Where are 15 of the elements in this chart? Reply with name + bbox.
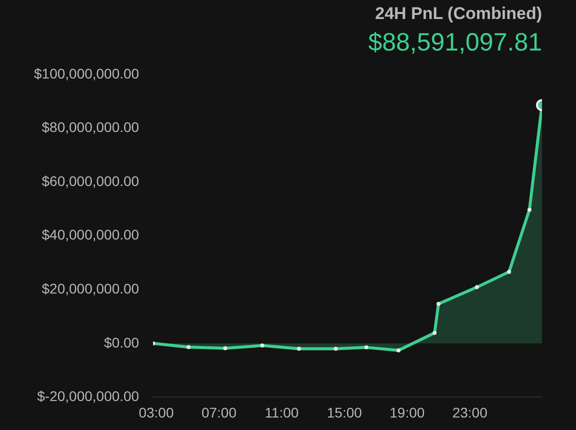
x-tick-label: 03:00 bbox=[138, 404, 174, 420]
y-tick-label: $20,000,000.00 bbox=[42, 280, 140, 296]
y-tick-label: $40,000,000.00 bbox=[42, 226, 140, 243]
x-tick-label: 23:00 bbox=[452, 404, 488, 420]
y-tick-label: $0.00 bbox=[104, 334, 140, 350]
x-tick-label: 19:00 bbox=[390, 404, 425, 420]
chart-title: 24H PnL (Combined) bbox=[375, 4, 542, 23]
x-tick-label: 07:00 bbox=[201, 404, 237, 420]
y-tick-label: $80,000,000.00 bbox=[42, 119, 140, 136]
chart-subtitle: $88,591,097.81 bbox=[368, 28, 542, 56]
x-tick-label: 15:00 bbox=[326, 404, 362, 420]
y-tick-label: $100,000,000.00 bbox=[34, 65, 140, 82]
y-tick-label: $-20,000,000.00 bbox=[37, 388, 140, 404]
y-tick-label: $60,000,000.00 bbox=[42, 172, 140, 189]
x-tick-label: 11:00 bbox=[264, 404, 299, 420]
